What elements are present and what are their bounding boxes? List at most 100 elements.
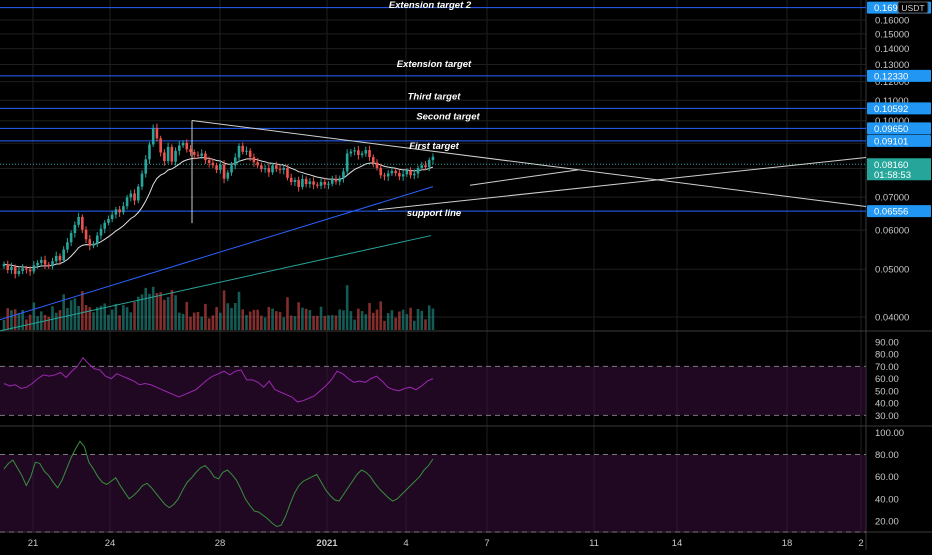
candle-body xyxy=(371,157,375,163)
date-tick-label: 28 xyxy=(215,538,226,549)
candle-body xyxy=(330,179,334,184)
descending-trendline xyxy=(191,119,867,207)
date-tick-label: 18 xyxy=(782,538,793,549)
candle-body xyxy=(398,173,401,177)
target-level-label: Third target xyxy=(408,91,462,102)
candle-body xyxy=(47,264,51,267)
candle-body xyxy=(28,269,32,272)
volume-bar xyxy=(204,303,207,330)
candle-body xyxy=(77,216,80,225)
price-tick-label: 0.10000 xyxy=(875,116,909,127)
volume-bar xyxy=(278,311,282,330)
volume-bar xyxy=(271,308,274,330)
candle-body xyxy=(99,228,103,236)
volume-bar xyxy=(140,294,144,330)
candle-body xyxy=(349,151,353,154)
volume-bar xyxy=(233,303,237,330)
candle-body xyxy=(95,235,99,244)
target-level-label: Second target xyxy=(416,111,480,122)
volume-bar xyxy=(360,311,364,330)
candle-body xyxy=(401,174,405,177)
volume-bar xyxy=(118,315,121,330)
candle-body xyxy=(174,150,177,162)
candle-body xyxy=(114,209,118,215)
price-tag: 0.12330 xyxy=(867,69,931,82)
rsi-line xyxy=(3,356,434,403)
candle-body xyxy=(6,264,10,271)
countdown-value: 01:58:53 xyxy=(874,170,911,181)
volume-bar xyxy=(151,286,155,330)
candle-body xyxy=(73,224,77,234)
volume-bar xyxy=(379,301,383,330)
date-tick-label: 21 xyxy=(28,538,39,549)
volume-bar xyxy=(252,309,256,330)
volume-bar xyxy=(136,296,140,330)
candle-body xyxy=(226,172,230,179)
candle-body xyxy=(21,268,24,271)
volume-bar xyxy=(219,312,222,330)
oscillator-tick-label: 100.00 xyxy=(875,428,904,439)
candle-body xyxy=(62,249,65,261)
candle-body xyxy=(293,180,297,183)
volume-bar xyxy=(398,311,401,330)
candle-body xyxy=(357,150,360,156)
volume-bar xyxy=(308,309,312,330)
volume-bar xyxy=(32,302,36,330)
volume-bar xyxy=(241,309,245,330)
date-tick-label: 2021 xyxy=(316,538,338,549)
long-moving-average xyxy=(0,235,432,332)
rsi-tick-label: 60.00 xyxy=(875,374,899,385)
target-level-label: First target xyxy=(409,141,459,152)
volume-bar xyxy=(357,308,360,330)
volume-bar xyxy=(114,303,118,330)
volume-bar xyxy=(189,316,192,330)
price-tag: 0.06556 xyxy=(867,205,931,218)
volume-bar xyxy=(88,307,92,330)
candle-body xyxy=(252,157,256,163)
volume-bar xyxy=(2,319,6,330)
date-tick-label: 2 xyxy=(858,538,863,549)
candle-body xyxy=(312,181,315,185)
candle-body xyxy=(58,255,62,261)
date-tick-label: 7 xyxy=(484,538,489,549)
candle-body xyxy=(409,170,412,176)
volume-bar xyxy=(349,311,353,330)
candle-body xyxy=(345,153,349,172)
volume-bar xyxy=(95,307,99,330)
volume-bar xyxy=(125,307,129,330)
volume-bar xyxy=(192,312,196,330)
price-tag-value: 0.09650 xyxy=(874,124,908,135)
candle-body xyxy=(122,206,125,213)
price-tick-label: 0.04000 xyxy=(875,313,909,324)
currency-label: USDT xyxy=(901,3,924,13)
volume-bar xyxy=(107,314,110,330)
candle-body xyxy=(297,180,300,187)
channel-line xyxy=(469,169,579,186)
candle-body xyxy=(394,170,397,174)
volume-bar xyxy=(405,314,409,330)
candle-body xyxy=(140,173,144,187)
volume-bar xyxy=(99,305,103,330)
date-axis[interactable]: 21 24 28 2021 4 7 11 14 18 2 xyxy=(28,538,864,549)
candle-body xyxy=(420,165,424,168)
candle-body xyxy=(323,182,327,185)
candle-body xyxy=(241,145,245,152)
target-level-label: Extension target 2 xyxy=(389,0,472,11)
price-tag: 0.09650 xyxy=(867,122,931,135)
candle-body xyxy=(10,267,13,271)
candle-body xyxy=(178,145,181,151)
candle-body xyxy=(144,159,148,174)
candle-body xyxy=(256,162,259,166)
candle-body xyxy=(327,183,330,185)
candle-body xyxy=(383,175,386,177)
candlesticks xyxy=(2,123,435,279)
volume-bar xyxy=(200,316,203,330)
date-tick-label: 11 xyxy=(589,538,599,549)
candle-body xyxy=(230,165,233,173)
price-tick-label: 0.06000 xyxy=(875,226,909,237)
candle-body xyxy=(215,165,218,170)
candle-body xyxy=(274,165,278,169)
candle-body xyxy=(155,127,159,139)
volume-bar xyxy=(196,312,200,330)
